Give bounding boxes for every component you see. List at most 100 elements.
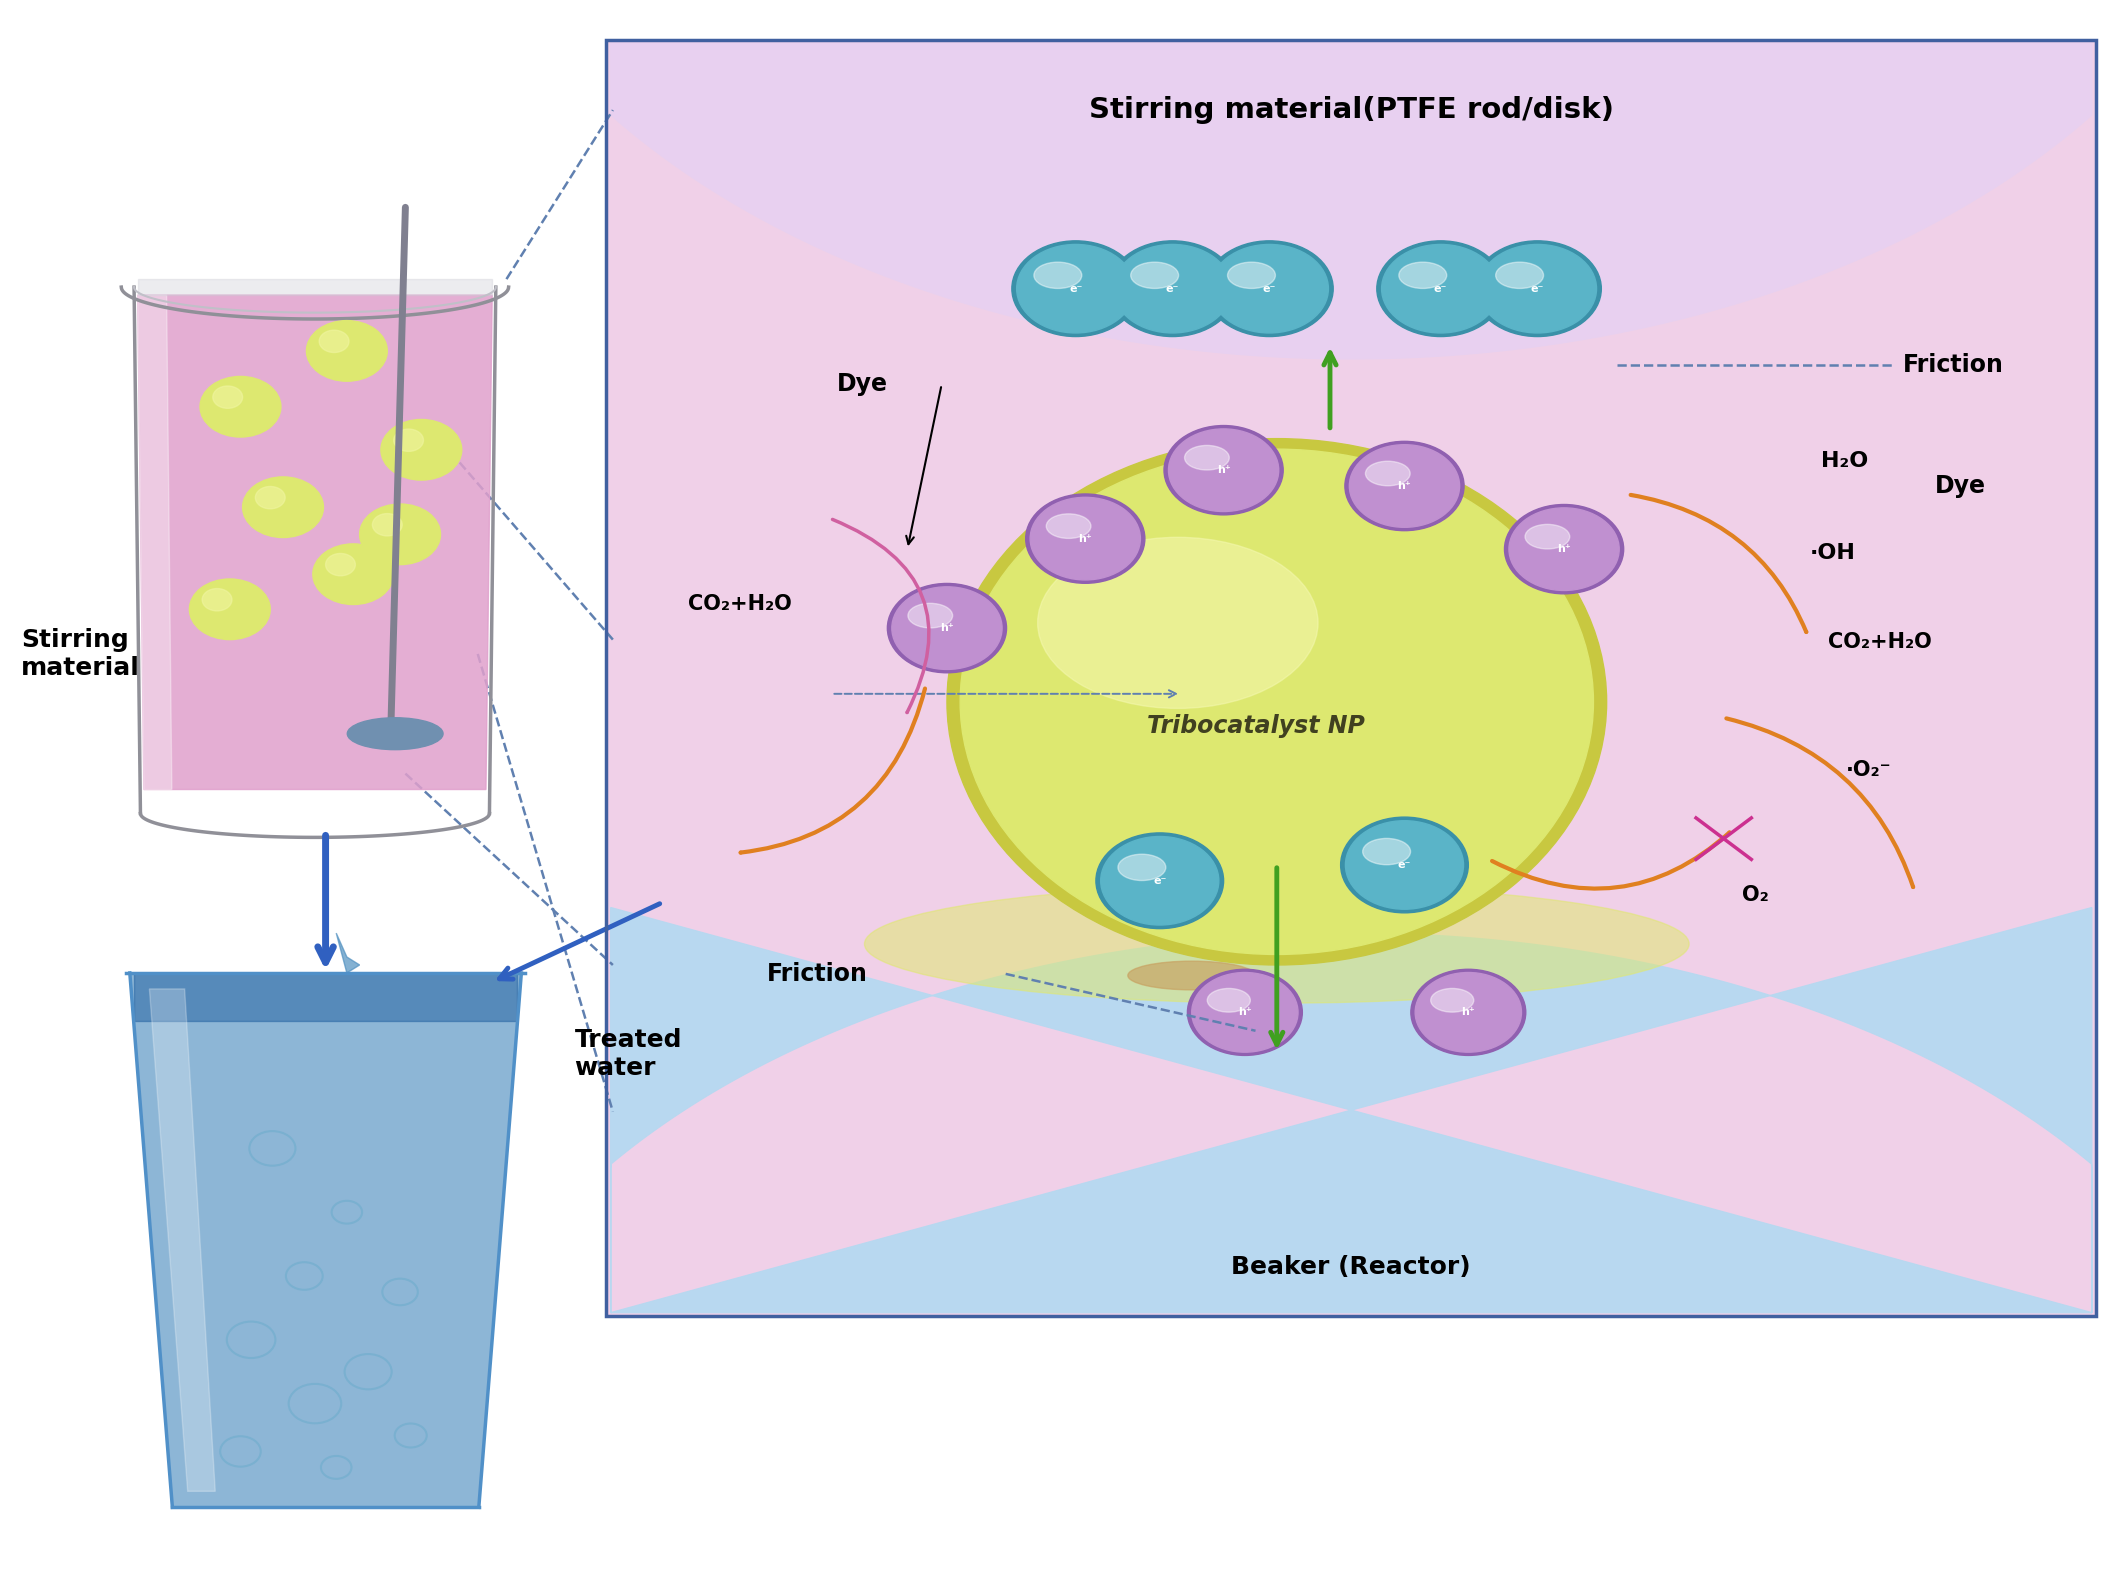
Polygon shape bbox=[138, 295, 492, 790]
Ellipse shape bbox=[1109, 241, 1236, 337]
Polygon shape bbox=[611, 908, 2092, 1313]
Circle shape bbox=[381, 419, 462, 480]
Circle shape bbox=[360, 504, 440, 565]
Text: h⁺: h⁺ bbox=[1238, 1008, 1251, 1018]
Ellipse shape bbox=[1496, 262, 1543, 289]
Text: ·OH: ·OH bbox=[1811, 542, 1856, 563]
Circle shape bbox=[394, 429, 423, 451]
Circle shape bbox=[243, 477, 323, 538]
Ellipse shape bbox=[1398, 262, 1447, 289]
Text: Beaker (Reactor): Beaker (Reactor) bbox=[1232, 1255, 1470, 1279]
Polygon shape bbox=[138, 295, 172, 790]
Text: H₂O: H₂O bbox=[1819, 451, 1868, 471]
Ellipse shape bbox=[1192, 973, 1298, 1053]
Ellipse shape bbox=[1345, 821, 1464, 909]
Ellipse shape bbox=[1026, 494, 1145, 584]
Text: e⁻: e⁻ bbox=[1530, 284, 1545, 293]
Text: h⁺: h⁺ bbox=[1079, 534, 1092, 544]
Ellipse shape bbox=[1366, 461, 1411, 486]
Ellipse shape bbox=[1411, 970, 1526, 1056]
Text: h⁺: h⁺ bbox=[1398, 482, 1411, 491]
Text: Friction: Friction bbox=[768, 962, 868, 986]
Ellipse shape bbox=[1113, 244, 1232, 333]
Text: CO₂+H₂O: CO₂+H₂O bbox=[687, 593, 792, 614]
Ellipse shape bbox=[1030, 498, 1141, 581]
Ellipse shape bbox=[887, 584, 1007, 673]
Circle shape bbox=[200, 376, 281, 437]
Ellipse shape bbox=[1017, 244, 1134, 333]
Circle shape bbox=[313, 544, 394, 605]
FancyArrowPatch shape bbox=[741, 689, 926, 853]
Text: Dye: Dye bbox=[836, 372, 887, 397]
Ellipse shape bbox=[1034, 262, 1081, 289]
Ellipse shape bbox=[1211, 244, 1328, 333]
Ellipse shape bbox=[1349, 445, 1460, 528]
Ellipse shape bbox=[1381, 244, 1500, 333]
Polygon shape bbox=[130, 973, 521, 1507]
Text: h⁺: h⁺ bbox=[941, 624, 953, 633]
Text: e⁻: e⁻ bbox=[1166, 284, 1179, 293]
Text: Stirring material(PTFE rod/disk): Stirring material(PTFE rod/disk) bbox=[1090, 96, 1613, 124]
Text: Dye: Dye bbox=[1934, 474, 1985, 499]
Polygon shape bbox=[138, 279, 492, 295]
FancyArrowPatch shape bbox=[1630, 494, 1807, 632]
Circle shape bbox=[213, 386, 243, 408]
Text: CO₂+H₂O: CO₂+H₂O bbox=[1828, 632, 1932, 652]
Ellipse shape bbox=[1526, 525, 1570, 549]
Ellipse shape bbox=[1207, 989, 1251, 1013]
Text: O₂: O₂ bbox=[1741, 885, 1768, 904]
Ellipse shape bbox=[1128, 962, 1256, 990]
Ellipse shape bbox=[1117, 855, 1166, 880]
Ellipse shape bbox=[864, 885, 1690, 1003]
Text: e⁻: e⁻ bbox=[1398, 860, 1411, 869]
Circle shape bbox=[306, 321, 387, 381]
Text: ·O₂⁻: ·O₂⁻ bbox=[1845, 759, 1892, 780]
Polygon shape bbox=[611, 43, 2092, 359]
Ellipse shape bbox=[1504, 504, 1624, 593]
Ellipse shape bbox=[1011, 241, 1138, 337]
Ellipse shape bbox=[1430, 989, 1475, 1013]
Ellipse shape bbox=[1362, 839, 1411, 864]
Ellipse shape bbox=[1100, 836, 1219, 925]
Text: h⁺: h⁺ bbox=[1462, 1008, 1475, 1018]
Ellipse shape bbox=[1479, 244, 1596, 333]
Text: Friction: Friction bbox=[1902, 352, 2002, 378]
Ellipse shape bbox=[1047, 514, 1092, 539]
FancyArrowPatch shape bbox=[1726, 718, 1913, 887]
Polygon shape bbox=[149, 989, 215, 1491]
Ellipse shape bbox=[1164, 426, 1283, 515]
Text: h⁺: h⁺ bbox=[1558, 544, 1570, 553]
FancyBboxPatch shape bbox=[606, 40, 2096, 1316]
Ellipse shape bbox=[1473, 241, 1600, 337]
Polygon shape bbox=[134, 973, 517, 1021]
Text: h⁺: h⁺ bbox=[1217, 466, 1230, 475]
Ellipse shape bbox=[1509, 507, 1619, 590]
Ellipse shape bbox=[1130, 262, 1179, 289]
Circle shape bbox=[255, 486, 285, 509]
Ellipse shape bbox=[1038, 538, 1317, 708]
Ellipse shape bbox=[1187, 970, 1302, 1056]
Ellipse shape bbox=[1415, 973, 1522, 1053]
Circle shape bbox=[189, 579, 270, 640]
Text: e⁻: e⁻ bbox=[1262, 284, 1277, 293]
Text: e⁻: e⁻ bbox=[1434, 284, 1447, 293]
Ellipse shape bbox=[892, 587, 1002, 670]
Ellipse shape bbox=[947, 439, 1607, 965]
Ellipse shape bbox=[1228, 262, 1275, 289]
FancyArrowPatch shape bbox=[832, 520, 930, 713]
Ellipse shape bbox=[1096, 833, 1224, 928]
Ellipse shape bbox=[1185, 445, 1230, 471]
Ellipse shape bbox=[1168, 429, 1279, 512]
Text: e⁻: e⁻ bbox=[1068, 284, 1083, 293]
Circle shape bbox=[202, 589, 232, 611]
Ellipse shape bbox=[1345, 442, 1464, 531]
Ellipse shape bbox=[1204, 241, 1332, 337]
Text: Treated
water: Treated water bbox=[575, 1027, 683, 1080]
Circle shape bbox=[319, 330, 349, 352]
Ellipse shape bbox=[1377, 241, 1504, 337]
Polygon shape bbox=[336, 933, 360, 973]
FancyArrowPatch shape bbox=[1492, 833, 1730, 888]
Text: Tribocatalyst NP: Tribocatalyst NP bbox=[1147, 713, 1364, 738]
Circle shape bbox=[326, 553, 355, 576]
Ellipse shape bbox=[960, 450, 1594, 954]
